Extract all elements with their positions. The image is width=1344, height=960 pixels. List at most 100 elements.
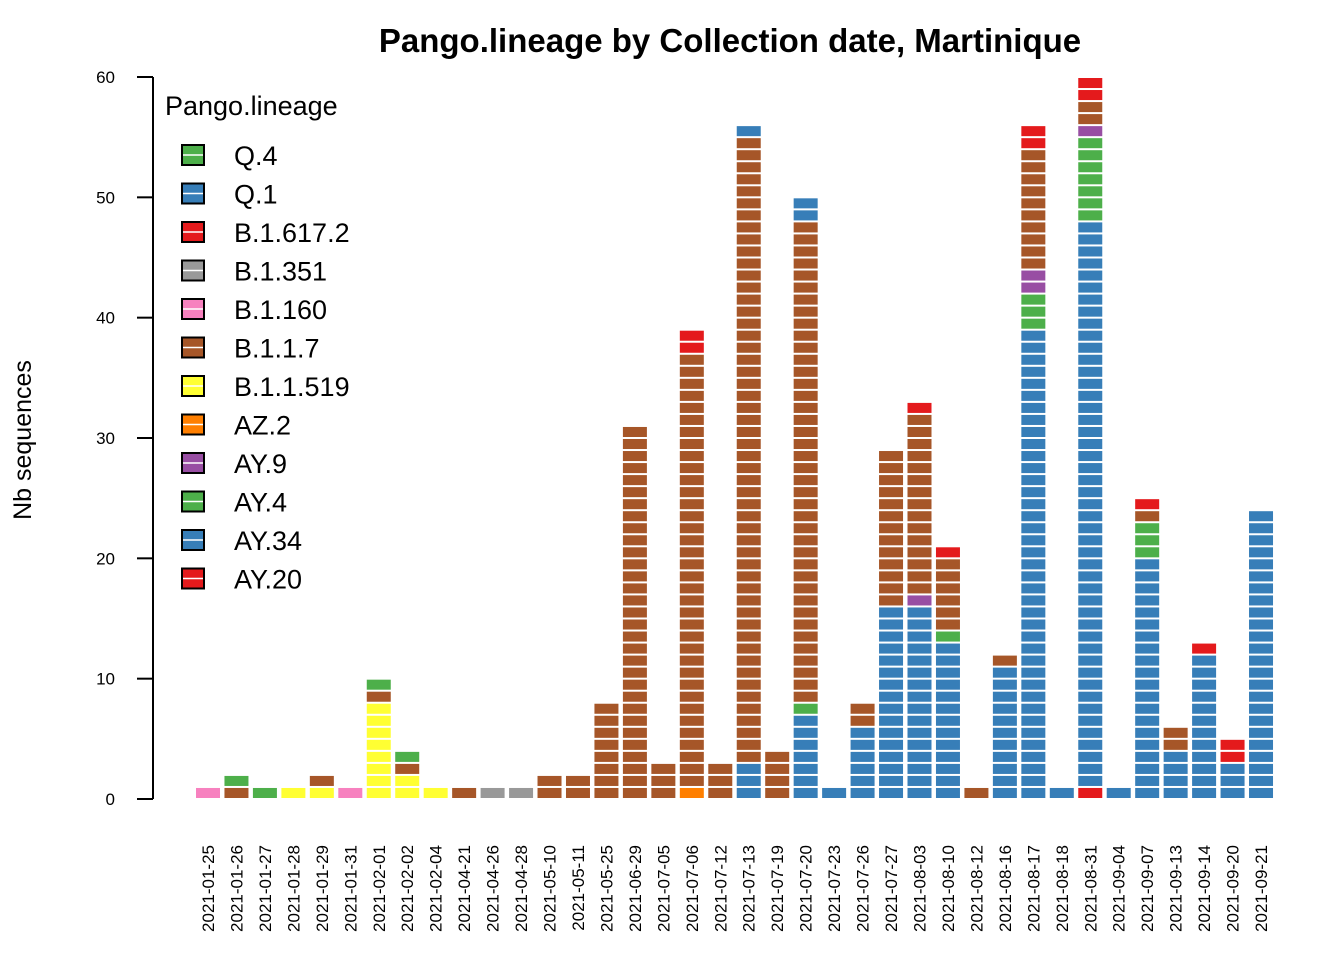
bar-segment-b-1-1-7 [1021, 162, 1046, 173]
bar-segment-b-1-1-7 [907, 547, 932, 558]
bar-segment-ay-34 [1021, 547, 1046, 558]
bar-segment-b-1-1-7 [622, 451, 647, 462]
legend-item-az-2: AZ.2 [181, 411, 291, 441]
bar-segment-ay-34 [1078, 463, 1103, 474]
bar-segment-ay-34 [1220, 787, 1245, 798]
bar-stack-2021-07-23 [822, 787, 847, 798]
legend-label: AY.9 [234, 449, 287, 479]
bar-segment-ay-34 [1249, 631, 1274, 642]
bar-segment-b-1-1-7 [907, 463, 932, 474]
bar-segment-b-1-1-7 [736, 535, 761, 546]
bar-segment-ay-34 [879, 739, 904, 750]
bar-segment-b-1-1-7 [594, 727, 619, 738]
bar-segment-ay-34 [1106, 787, 1131, 798]
bar-segment-ay-34 [1021, 643, 1046, 654]
bar-segment-b-1-1-519 [395, 787, 420, 798]
bar-segment-ay-34 [935, 727, 960, 738]
bar-segment-ay-34 [1021, 366, 1046, 377]
bar-segment-b-1-1-519 [366, 727, 391, 738]
bar-segment-b-1-1-7 [622, 463, 647, 474]
bar-segment-b-1-1-7 [765, 775, 790, 786]
bar-segment-b-1-1-7 [907, 487, 932, 498]
bar-segment-b-1-1-7 [736, 330, 761, 341]
bar-stack-2021-07-19 [765, 751, 790, 798]
bar-segment-b-1-1-7 [708, 787, 733, 798]
bar-segment-ay-34 [1078, 775, 1103, 786]
x-tick-label: 2021-08-12 [967, 845, 986, 932]
bar-segment-ay-34 [1078, 354, 1103, 365]
bar-segment-ay-34 [935, 667, 960, 678]
bar-segment-b-1-1-7 [622, 559, 647, 570]
bar-segment-b-1-1-7 [736, 547, 761, 558]
bar-segment-ay-34 [907, 727, 932, 738]
bar-segment-ay-34 [1135, 655, 1160, 666]
bar-segment-b-1-160 [338, 787, 363, 798]
bar-segment-ay-34 [1192, 727, 1217, 738]
bar-segment-b-1-1-7 [935, 595, 960, 606]
bar-segment-ay-34 [1163, 763, 1188, 774]
bar-segment-ay-34 [1078, 739, 1103, 750]
bar-segment-b-1-1-7 [1078, 114, 1103, 125]
bar-segment-b-1-1-7 [622, 631, 647, 642]
bar-segment-b-1-1-7 [736, 222, 761, 233]
bar-segment-ay-34 [879, 691, 904, 702]
bar-segment-ay-34 [1078, 426, 1103, 437]
bar-stack-2021-08-17 [1021, 126, 1046, 798]
bar-segment-b-1-1-7 [736, 402, 761, 413]
bar-segment-b-1-1-7 [793, 451, 818, 462]
y-tick-label: 0 [106, 790, 115, 809]
bar-segment-ay-34 [1021, 631, 1046, 642]
bar-segment-ay-34 [1078, 451, 1103, 462]
bar-segment-ay-34 [1249, 787, 1274, 798]
bar-segment-ay-4 [1078, 138, 1103, 149]
bar-segment-b-1-1-7 [622, 535, 647, 546]
legend: Pango.lineage Q.4 Q.1 B.1.617.2 B.1.351 B.1.1… [165, 91, 350, 595]
bar-segment-b-1-1-7 [736, 378, 761, 389]
bar-segment-b-1-1-7 [622, 739, 647, 750]
bar-segment-b-1-1-7 [537, 775, 562, 786]
x-tick-label: 2021-02-01 [370, 845, 389, 932]
legend-item-ay-4: AY.4 [181, 488, 287, 518]
bar-segment-ay-34 [1078, 270, 1103, 281]
bar-segment-ay-34 [793, 763, 818, 774]
bar-segment-ay-34 [1192, 763, 1217, 774]
bar-segment-ay-34 [1078, 715, 1103, 726]
x-tick-label: 2021-01-25 [199, 845, 218, 932]
bar-segment-b-1-1-7 [907, 523, 932, 534]
bar-segment-ay-34 [992, 691, 1017, 702]
bar-segment-b-1-1-7 [622, 727, 647, 738]
bar-segment-ay-34 [935, 739, 960, 750]
bar-segment-b-1-1-7 [793, 631, 818, 642]
bar-segment-b-1-1-7 [622, 643, 647, 654]
legend-label: B.1.351 [234, 257, 327, 287]
bar-segment-q-4 [224, 775, 249, 786]
bar-segment-ay-34 [907, 715, 932, 726]
bar-segment-ay-34 [1021, 414, 1046, 425]
bar-segment-b-1-1-7 [879, 499, 904, 510]
bar-segment-b-1-1-7 [679, 402, 704, 413]
bar-segment-b-1-1-7 [736, 186, 761, 197]
bar-segment-b-1-1-7 [679, 595, 704, 606]
bar-segment-b-1-1-7 [935, 619, 960, 630]
bar-segment-ay-34 [1135, 751, 1160, 762]
x-tick-label: 2021-04-21 [455, 845, 474, 932]
bar-segment-b-1-1-7 [1021, 246, 1046, 257]
bar-stack-2021-07-12 [708, 763, 733, 798]
x-tick-label: 2021-09-04 [1110, 845, 1129, 932]
bar-segment-ay-34 [1135, 595, 1160, 606]
bar-segment-ay-34 [1192, 667, 1217, 678]
bar-segment-ay-34 [1078, 559, 1103, 570]
bar-segment-ay-34 [1249, 691, 1274, 702]
bar-segment-b-1-1-519 [366, 751, 391, 762]
bar-segment-b-1-160 [196, 787, 220, 798]
bar-segment-ay-34 [1249, 727, 1274, 738]
bar-segment-ay-34 [1249, 523, 1274, 534]
bar-segment-b-1-1-7 [736, 631, 761, 642]
bar-segment-ay-34 [1135, 631, 1160, 642]
x-tick-label: 2021-08-16 [996, 845, 1015, 932]
bar-segment-ay-4 [1078, 150, 1103, 161]
bar-segment-ay-20 [1078, 787, 1103, 798]
bar-segment-ay-34 [1021, 487, 1046, 498]
bar-segment-ay-34 [907, 691, 932, 702]
y-axis-label: Nb sequences [9, 360, 37, 520]
